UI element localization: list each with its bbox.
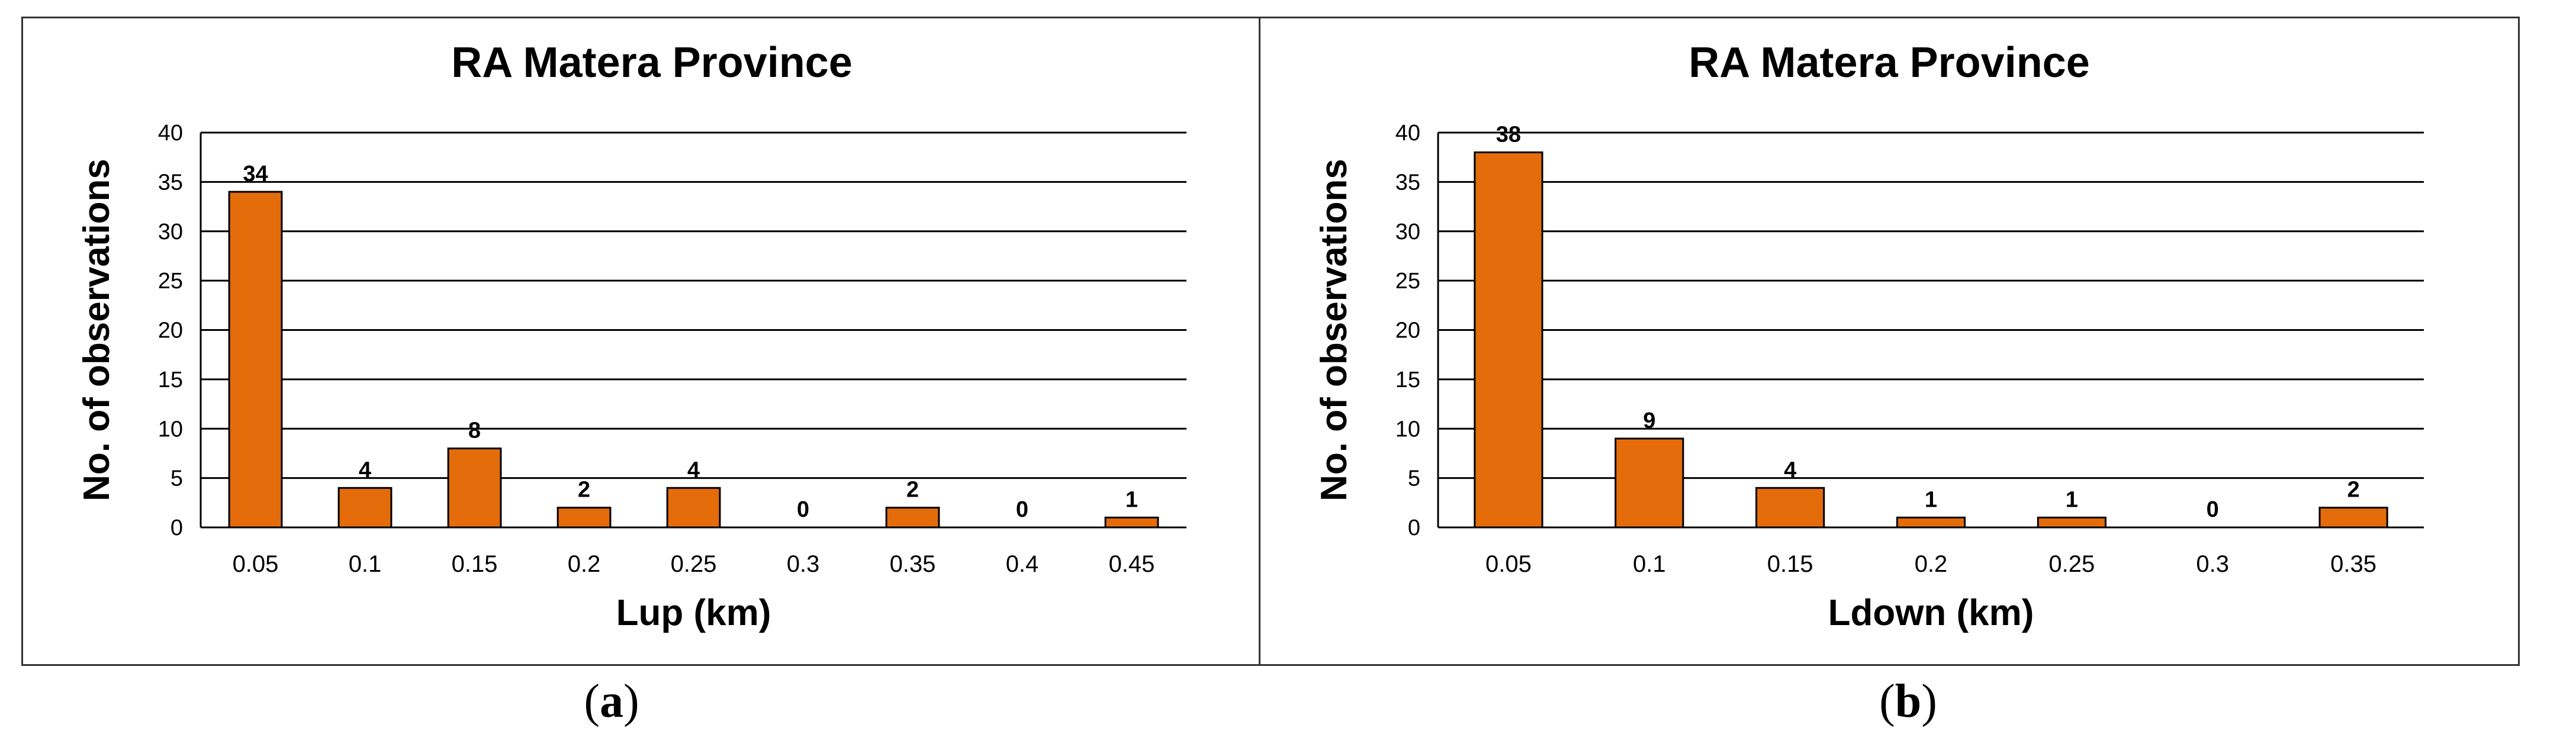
y-tick-label: 0 xyxy=(1408,516,1420,540)
y-axis-label: No. of observations xyxy=(76,159,117,501)
y-tick-label: 20 xyxy=(1395,318,1420,343)
x-tick-label: 0.25 xyxy=(671,551,717,577)
bar xyxy=(337,487,393,529)
x-tick-label: 0.3 xyxy=(2196,551,2229,577)
x-tick-label: 0.4 xyxy=(1006,551,1039,577)
data-label: 2 xyxy=(2347,478,2360,503)
bar xyxy=(1474,151,1543,529)
x-tick-label: 0.3 xyxy=(787,551,820,577)
data-label: 8 xyxy=(468,418,481,443)
x-axis-label: Ldown (km) xyxy=(1828,593,2034,633)
x-axis-label: Lup (km) xyxy=(616,593,771,633)
bar xyxy=(1896,516,1966,529)
data-label: 4 xyxy=(359,458,371,482)
x-tick-label: 0.25 xyxy=(2048,551,2095,577)
bar xyxy=(2037,516,2107,529)
y-tick-label: 10 xyxy=(158,417,183,442)
y-axis-label: No. of observations xyxy=(1314,159,1355,501)
data-label: 0 xyxy=(1016,497,1028,522)
bar xyxy=(1615,437,1684,529)
x-tick-label: 0.1 xyxy=(1633,551,1666,577)
data-label: 0 xyxy=(797,497,809,522)
data-label: 1 xyxy=(2066,487,2078,512)
panel-caption-a: (a) xyxy=(584,675,639,727)
bar-chart-a: 0510152025303540340.0540.180.1520.240.25… xyxy=(76,121,1186,633)
x-tick-label: 0.35 xyxy=(890,551,936,577)
y-tick-label: 15 xyxy=(158,368,183,392)
bar xyxy=(1755,487,1825,529)
y-tick-label: 5 xyxy=(1408,466,1420,491)
bar xyxy=(2318,507,2388,529)
y-tick-label: 35 xyxy=(1395,170,1420,195)
x-tick-label: 0.05 xyxy=(233,551,279,577)
bar xyxy=(666,487,721,529)
bar xyxy=(885,507,940,529)
y-tick-label: 10 xyxy=(1395,417,1420,442)
data-label: 1 xyxy=(1125,487,1138,512)
data-label: 4 xyxy=(1784,458,1796,482)
y-tick-label: 35 xyxy=(158,170,183,195)
y-tick-label: 0 xyxy=(171,516,183,540)
data-label: 2 xyxy=(906,478,919,503)
y-tick-label: 15 xyxy=(1395,368,1420,392)
panel-caption-b: (b) xyxy=(1879,675,1937,727)
x-tick-label: 0.2 xyxy=(568,551,601,577)
bar xyxy=(557,507,612,529)
x-tick-label: 0.2 xyxy=(1915,551,1948,577)
data-label: 9 xyxy=(1643,408,1655,433)
bar xyxy=(228,191,283,529)
x-tick-label: 0.1 xyxy=(349,551,382,577)
y-tick-label: 25 xyxy=(158,269,183,294)
y-tick-label: 30 xyxy=(1395,220,1420,244)
x-tick-label: 0.05 xyxy=(1485,551,1532,577)
bar xyxy=(1104,516,1159,529)
x-tick-label: 0.45 xyxy=(1109,551,1155,577)
y-tick-label: 5 xyxy=(171,466,183,491)
x-tick-label: 0.15 xyxy=(1767,551,1813,577)
chart-panel-a: RA Matera Province 0 5 10 15 20 25 30 35 40 34 0.0… xyxy=(21,17,1282,666)
chart-title: RA Matera Province xyxy=(1689,39,2090,86)
chart-title: RA Matera Province xyxy=(451,39,853,86)
y-tick-label: 40 xyxy=(1395,121,1420,146)
data-label: 2 xyxy=(578,478,590,503)
data-label: 0 xyxy=(2207,497,2219,522)
y-tick-label: 20 xyxy=(158,318,183,343)
data-label: 34 xyxy=(243,162,268,186)
x-tick-label: 0.15 xyxy=(452,551,498,577)
data-label: 4 xyxy=(687,458,700,482)
y-tick-label: 40 xyxy=(158,121,183,146)
chart-panel-b: RA Matera Province 0 5 10 15 20 25 30 35 40 38 0.0… xyxy=(1259,17,2520,666)
bar xyxy=(447,447,502,529)
x-tick-label: 0.35 xyxy=(2330,551,2376,577)
data-label: 1 xyxy=(1925,487,1937,512)
y-tick-label: 30 xyxy=(158,220,183,244)
data-label: 38 xyxy=(1496,122,1521,147)
y-tick-label: 25 xyxy=(1395,269,1420,294)
